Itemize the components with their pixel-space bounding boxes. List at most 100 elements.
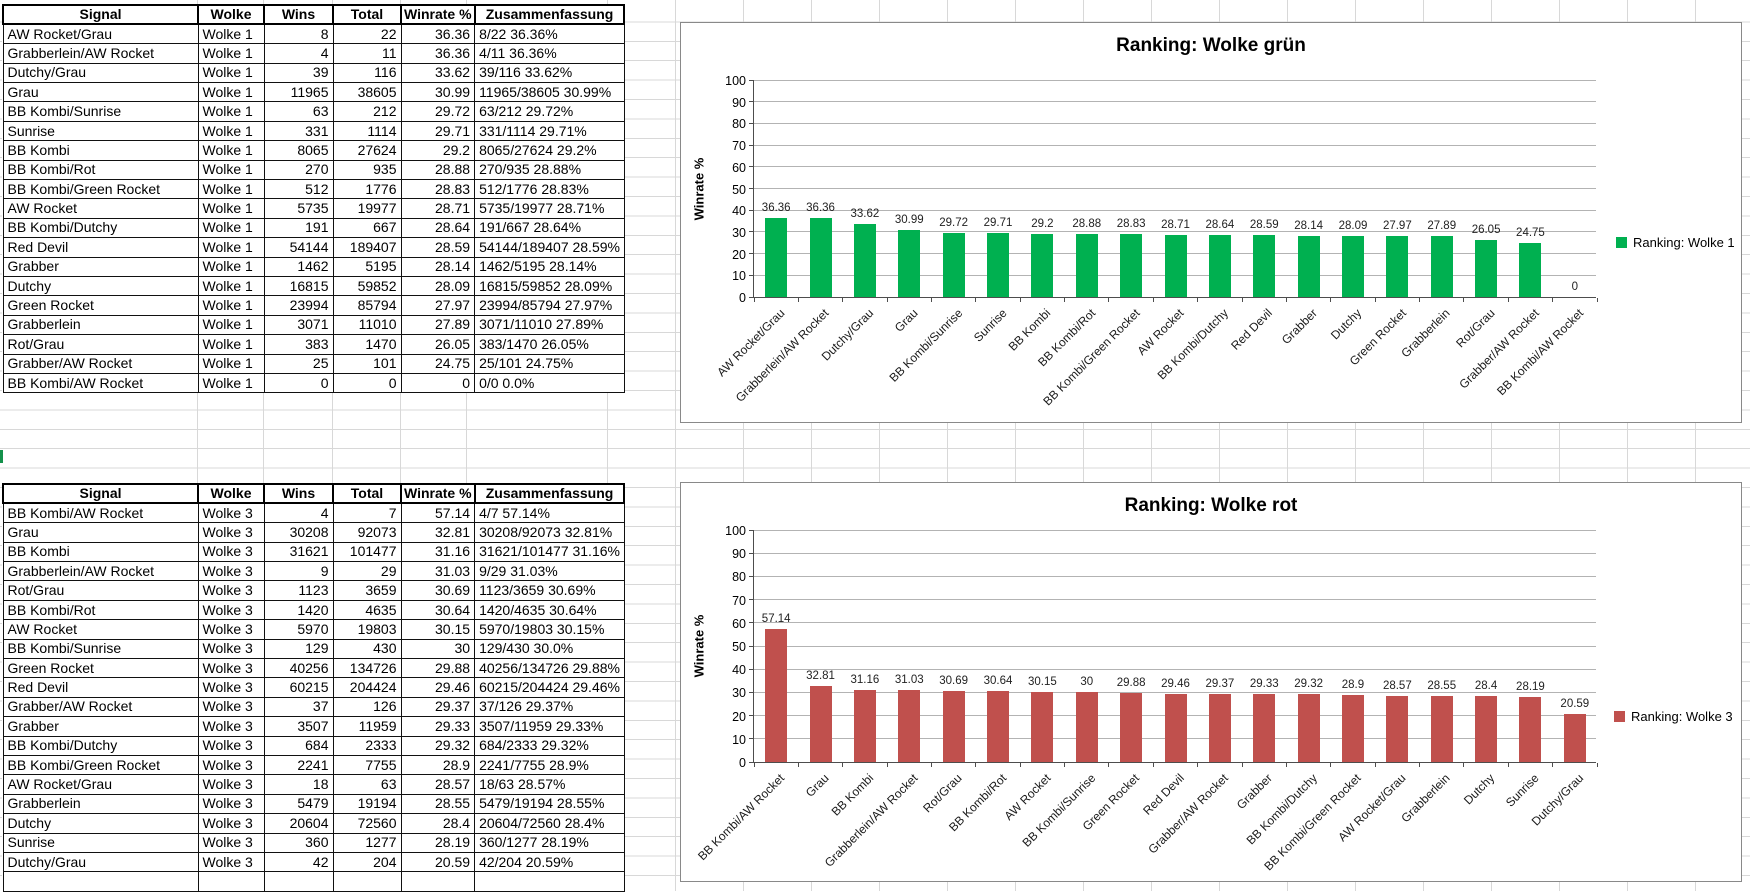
cell[interactable]: 101 (332, 353, 402, 374)
cell[interactable] (263, 871, 334, 892)
cell[interactable]: 40256/134726 29.88% (474, 658, 625, 679)
cell[interactable]: 684/2333 29.32% (474, 735, 625, 756)
cell[interactable]: 1123 (263, 580, 334, 601)
cell[interactable]: 30.64 (400, 599, 476, 621)
cell[interactable]: 59852 (332, 275, 402, 297)
bar[interactable] (1519, 243, 1542, 297)
cell[interactable]: Wolke 3 (197, 522, 265, 543)
cell[interactable]: 72560 (332, 813, 402, 834)
cell[interactable]: BB Kombi/Green Rocket (2, 179, 199, 200)
cell[interactable]: 126 (332, 696, 402, 718)
cell[interactable]: 3071 (263, 314, 334, 336)
cell[interactable]: 204 (332, 851, 402, 873)
cell[interactable]: Wolke 3 (197, 638, 265, 660)
bar[interactable] (1341, 694, 1364, 762)
column-header[interactable]: Wolke (197, 3, 265, 26)
cell[interactable]: 270 (263, 159, 334, 181)
cell[interactable]: Wolke 1 (197, 140, 265, 161)
cell[interactable]: 9/29 31.03% (474, 561, 625, 582)
cell[interactable]: AW Rocket/Grau (2, 774, 199, 795)
cell[interactable]: Dutchy (2, 275, 199, 297)
cell[interactable]: 7 (332, 502, 402, 524)
bar[interactable] (809, 218, 832, 297)
cell[interactable]: 11 (332, 43, 402, 64)
cell[interactable]: 360 (263, 832, 334, 853)
cell[interactable]: Wolke 3 (197, 735, 265, 756)
column-header[interactable]: Total (332, 3, 402, 26)
cell[interactable]: 28.19 (400, 832, 476, 853)
bar[interactable] (1031, 692, 1054, 762)
cell[interactable]: Wolke 3 (197, 599, 265, 621)
cell[interactable]: 19194 (332, 793, 402, 815)
cell[interactable]: 360/1277 28.19% (474, 832, 625, 853)
cell[interactable]: BB Kombi (2, 140, 199, 161)
cell[interactable]: 4 (263, 43, 334, 64)
bar[interactable] (942, 690, 965, 762)
cell[interactable]: Sunrise (2, 832, 199, 853)
cell[interactable]: 3507/11959 29.33% (474, 716, 625, 737)
cell[interactable]: 33.62 (400, 62, 476, 84)
bar[interactable] (1253, 693, 1276, 762)
cell[interactable]: 1470 (332, 334, 402, 355)
cell[interactable]: Grabber/AW Rocket (2, 696, 199, 718)
cell[interactable] (197, 871, 265, 892)
cell[interactable]: 0 (332, 372, 402, 394)
cell[interactable]: 16815 (263, 275, 334, 297)
cell[interactable]: BB Kombi/Sunrise (2, 638, 199, 660)
cell[interactable]: 5735 (263, 198, 334, 219)
cell[interactable]: Grabber/AW Rocket (2, 353, 199, 374)
cell[interactable]: 28.4 (400, 813, 476, 834)
cell[interactable]: 1462 (263, 256, 334, 277)
cell[interactable]: 27624 (332, 140, 402, 161)
cell[interactable]: 5970 (263, 619, 334, 640)
cell[interactable]: 27.97 (400, 295, 476, 316)
bar[interactable] (1430, 695, 1453, 762)
cell[interactable]: 28.88 (400, 159, 476, 181)
cell[interactable]: 40256 (263, 658, 334, 679)
bar[interactable] (1031, 233, 1054, 297)
cell[interactable]: Dutchy/Grau (2, 62, 199, 84)
cell[interactable]: 23994/85794 27.97% (474, 295, 625, 316)
cell[interactable]: 0 (263, 372, 334, 394)
column-header[interactable]: Signal (2, 482, 199, 505)
cell[interactable]: Wolke 1 (197, 62, 265, 84)
cell[interactable]: 30.69 (400, 580, 476, 601)
cell[interactable]: Wolke 3 (197, 696, 265, 718)
cell[interactable]: 30.99 (400, 82, 476, 103)
cell[interactable]: Wolke 3 (197, 813, 265, 834)
cell[interactable]: 0 (400, 372, 476, 394)
cell[interactable]: 7755 (332, 754, 402, 776)
cell[interactable]: Wolke 1 (197, 179, 265, 200)
cell[interactable]: Wolke 1 (197, 256, 265, 277)
cell[interactable]: Wolke 3 (197, 832, 265, 853)
cell[interactable]: 60215/204424 29.46% (474, 677, 625, 698)
cell[interactable]: 37 (263, 696, 334, 718)
cell[interactable]: 29.2 (400, 140, 476, 161)
cell[interactable] (2, 871, 199, 892)
cell[interactable]: Wolke 1 (197, 275, 265, 297)
cell[interactable]: 31621 (263, 541, 334, 563)
cell[interactable]: Green Rocket (2, 658, 199, 679)
cell[interactable]: 212 (332, 101, 402, 122)
cell[interactable]: 20604/72560 28.4% (474, 813, 625, 834)
cell[interactable]: 116 (332, 62, 402, 84)
bar[interactable] (1120, 234, 1143, 297)
cell[interactable]: 38605 (332, 82, 402, 103)
cell[interactable]: BB Kombi/Green Rocket (2, 754, 199, 776)
cell[interactable]: 129 (263, 638, 334, 660)
cell[interactable]: Wolke 3 (197, 754, 265, 776)
cell[interactable]: BB Kombi/Dutchy (2, 735, 199, 756)
cell[interactable]: 11965 (263, 82, 334, 103)
cell[interactable]: 39/116 33.62% (474, 62, 625, 84)
cell[interactable]: 29.72 (400, 101, 476, 122)
bar[interactable] (1120, 692, 1143, 762)
cell[interactable]: 3659 (332, 580, 402, 601)
cell[interactable]: Wolke 1 (197, 198, 265, 219)
cell[interactable]: 57.14 (400, 502, 476, 524)
cell[interactable]: 684 (263, 735, 334, 756)
cell[interactable]: Wolke 1 (197, 314, 265, 336)
cell[interactable]: Wolke 3 (197, 502, 265, 524)
bar[interactable] (809, 685, 832, 762)
chart-ranking-wolke-rot[interactable]: Ranking: Wolke rot Winrate % 0 10 20 30 40 50… (680, 482, 1742, 882)
bar[interactable] (1164, 234, 1187, 297)
